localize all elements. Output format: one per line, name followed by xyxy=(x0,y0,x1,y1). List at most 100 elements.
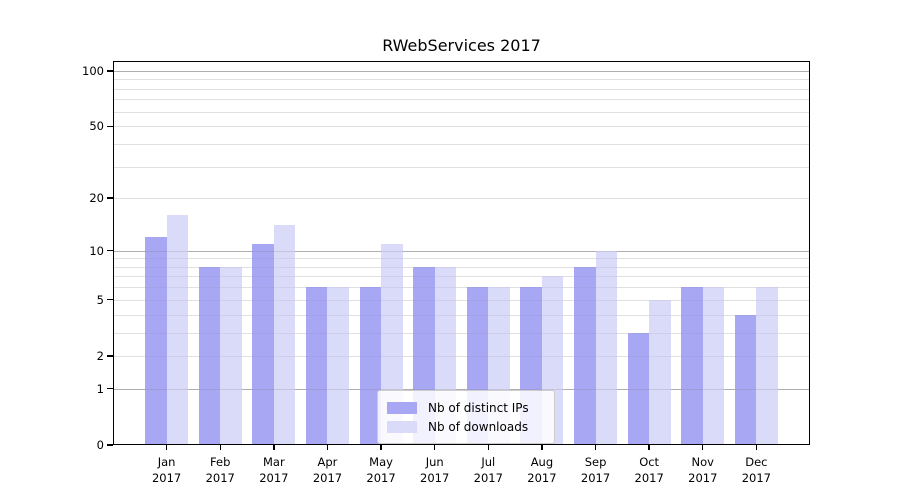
legend-item-downloads: Nb of downloads xyxy=(387,417,544,436)
x-tick-year: 2017 xyxy=(741,471,772,485)
gridline-minor-50 xyxy=(113,126,810,128)
y-tick-label-5: 5 xyxy=(96,292,104,307)
bar-distinct-ips-apr xyxy=(305,287,328,445)
bar-downloads-feb xyxy=(220,266,242,445)
x-tick-year: 2017 xyxy=(473,471,503,485)
x-tick-month: May xyxy=(369,455,393,469)
x-tick-year: 2017 xyxy=(527,471,557,485)
x-tick-year: 2017 xyxy=(420,471,450,485)
y-tick-20 xyxy=(107,197,113,199)
gridline-overlay-minor-60 xyxy=(113,111,810,113)
y-tick-label-0: 0 xyxy=(96,438,104,452)
x-tick-label-dec: Dec 2017 xyxy=(729,454,783,486)
bar-distinct-ips-sep xyxy=(574,266,596,445)
gridline-overlay-minor-40 xyxy=(113,143,810,145)
legend-item-distinct-ips: Nb of distinct IPs xyxy=(387,398,544,417)
bar-downloads-sep xyxy=(595,250,618,445)
gridline-minor-70 xyxy=(113,99,810,101)
bar-downloads-mar xyxy=(273,225,296,445)
x-tick-jul xyxy=(487,445,489,450)
gridline-minor-9 xyxy=(113,258,810,260)
x-tick-label-mar: Mar 2017 xyxy=(247,454,301,486)
x-tick-year: 2017 xyxy=(205,471,235,485)
gridline-minor-40 xyxy=(113,143,810,145)
x-tick-mar xyxy=(273,445,275,450)
gridline-major-1 xyxy=(113,388,810,390)
x-tick-month: Oct xyxy=(639,455,660,469)
x-tick-year: 2017 xyxy=(312,471,343,485)
x-tick-year: 2017 xyxy=(151,471,182,485)
gridline-overlay-minor-8 xyxy=(113,266,810,268)
y-tick-2 xyxy=(107,355,113,357)
x-tick-month: Apr xyxy=(317,455,338,469)
x-tick-may xyxy=(380,445,382,450)
gridline-minor-80 xyxy=(113,88,810,90)
bar-downloads-jan xyxy=(166,215,189,445)
gridline-overlay-minor-20 xyxy=(113,198,810,200)
y-tick-1 xyxy=(107,388,113,390)
gridline-minor-2 xyxy=(113,355,810,357)
bar-distinct-ips-mar xyxy=(252,243,274,445)
gridline-overlay-minor-90 xyxy=(113,79,810,81)
gridline-overlay-minor-6 xyxy=(113,287,810,289)
x-tick-sep xyxy=(594,445,597,450)
y-tick-label-2: 2 xyxy=(96,348,104,363)
bar-distinct-ips-may xyxy=(359,287,382,445)
x-tick-month: Feb xyxy=(210,455,231,469)
y-tick-label-1: 1 xyxy=(96,381,104,396)
bar-distinct-ips-oct xyxy=(627,332,650,445)
bar-downloads-oct xyxy=(649,299,671,445)
x-tick-month: Sep xyxy=(584,455,607,469)
y-tick-5 xyxy=(107,299,113,301)
y-tick-label-20: 20 xyxy=(89,191,104,206)
x-tick-month: Jan xyxy=(157,455,176,469)
legend-swatch-distinct-ips xyxy=(387,401,417,414)
x-tick-month: Aug xyxy=(530,455,554,469)
x-tick-year: 2017 xyxy=(366,471,396,485)
x-tick-nov xyxy=(702,445,704,450)
x-tick-feb xyxy=(219,445,221,450)
bar-distinct-ips-nov xyxy=(681,287,703,445)
x-tick-label-jun: Jun 2017 xyxy=(408,454,462,486)
x-tick-month: Mar xyxy=(262,455,285,469)
gridline-minor-90 xyxy=(113,79,810,81)
gridline-overlay-major-10 xyxy=(113,250,810,252)
gridline-overlay-minor-5 xyxy=(113,299,810,301)
gridline-minor-7 xyxy=(113,276,810,278)
bar-distinct-ips-feb xyxy=(198,266,221,445)
x-tick-year: 2017 xyxy=(688,471,718,485)
gridline-overlay-minor-3 xyxy=(113,332,810,334)
gridline-minor-8 xyxy=(113,266,810,268)
x-tick-label-jan: Jan 2017 xyxy=(140,454,194,486)
x-tick-label-feb: Feb 2017 xyxy=(193,454,247,486)
bar-downloads-nov xyxy=(702,287,725,445)
gridline-overlay-minor-80 xyxy=(113,88,810,90)
gridline-minor-6 xyxy=(113,287,810,289)
y-tick-label-50: 50 xyxy=(89,119,104,134)
y-tick-50 xyxy=(107,125,113,127)
y-tick-100 xyxy=(107,70,113,72)
gridline-overlay-minor-4 xyxy=(113,314,810,316)
y-tick-0 xyxy=(107,444,113,446)
plot-area xyxy=(113,61,810,445)
gridline-minor-30 xyxy=(113,166,810,168)
x-tick-month: Nov xyxy=(691,455,714,469)
x-tick-dec xyxy=(755,445,758,450)
x-tick-apr xyxy=(326,445,329,450)
x-tick-label-sep: Sep 2017 xyxy=(569,454,623,486)
gridline-minor-20 xyxy=(113,198,810,200)
bar-downloads-dec xyxy=(756,287,778,445)
gridline-minor-3 xyxy=(113,332,810,334)
x-tick-month: Jul xyxy=(481,455,496,469)
x-tick-label-aug: Aug 2017 xyxy=(515,454,569,486)
gridline-major-10 xyxy=(113,250,810,252)
legend: Nb of distinct IPs Nb of downloads xyxy=(377,390,555,444)
x-tick-label-may: May 2017 xyxy=(354,454,408,486)
x-tick-month: Jun xyxy=(425,455,444,469)
bar-distinct-ips-dec xyxy=(734,314,757,445)
gridline-major-100 xyxy=(113,70,810,72)
y-tick-10 xyxy=(107,249,113,252)
x-tick-jan xyxy=(165,445,168,450)
gridline-overlay-minor-50 xyxy=(113,126,810,128)
